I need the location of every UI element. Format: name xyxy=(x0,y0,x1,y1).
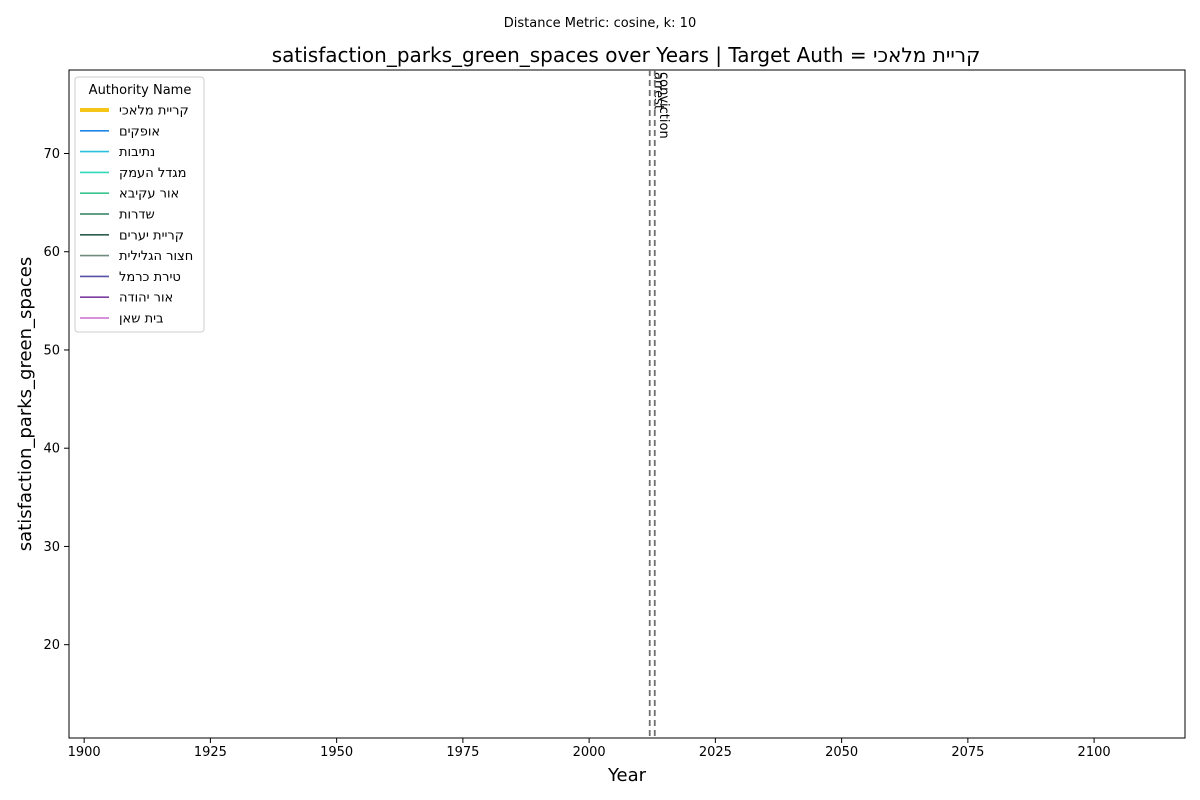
chart-title: satisfaction_parks_green_spaces over Yea… xyxy=(272,43,981,67)
y-axis: 20 30 40 50 60 70 xyxy=(43,147,69,653)
legend-label: נתיבות xyxy=(119,145,155,160)
y-tick-label: 30 xyxy=(43,540,60,555)
legend-label: אור יהודה xyxy=(119,291,173,306)
event-line-label: conviction xyxy=(656,72,671,139)
y-tick-label: 40 xyxy=(43,442,60,457)
plot-area xyxy=(68,69,1186,739)
x-axis: 1900 1925 1950 1975 2000 2025 2050 2075 2100 xyxy=(68,738,1111,760)
y-axis-label: satisfaction_parks_green_spaces xyxy=(15,257,36,551)
x-axis-label: Year xyxy=(607,765,647,786)
legend-label: אופקים xyxy=(119,124,160,139)
legend-title: Authority Name xyxy=(89,83,192,98)
chart-suptitle: Distance Metric: cosine, k: 10 xyxy=(504,16,696,31)
legend-label: טירת כרמל xyxy=(119,270,181,285)
legend-label: חצור הגלילית xyxy=(119,249,193,264)
legend-label: אור עקיבא xyxy=(119,187,179,202)
y-tick-label: 60 xyxy=(43,245,60,260)
x-tick-label: 2100 xyxy=(1078,745,1111,760)
x-tick-label: 2000 xyxy=(573,745,606,760)
x-tick-label: 2075 xyxy=(951,745,984,760)
legend-label: קריית יערים xyxy=(119,228,184,243)
legend-label: מגדל העמק xyxy=(119,166,187,181)
x-tick-label: 1925 xyxy=(194,745,227,760)
legend-entries: קריית מלאכי אופקים נתיבות מגדל העמק אור עקיב… xyxy=(80,104,193,327)
x-tick-label: 1975 xyxy=(446,745,479,760)
legend: Authority Name קריית מלאכי אופקים נתיבות מג… xyxy=(74,76,205,333)
x-tick-label: 1900 xyxy=(68,745,101,760)
legend-label: בית שאן xyxy=(119,312,164,327)
y-tick-label: 50 xyxy=(43,343,60,358)
x-tick-label: 2025 xyxy=(699,745,732,760)
x-tick-label: 1950 xyxy=(320,745,353,760)
legend-frame xyxy=(74,76,205,333)
y-tick-label: 70 xyxy=(43,147,60,162)
legend-label: קריית מלאכי xyxy=(119,104,189,119)
legend-label: שדרות xyxy=(119,208,155,223)
y-tick-label: 20 xyxy=(43,638,60,653)
x-tick-label: 2050 xyxy=(825,745,858,760)
